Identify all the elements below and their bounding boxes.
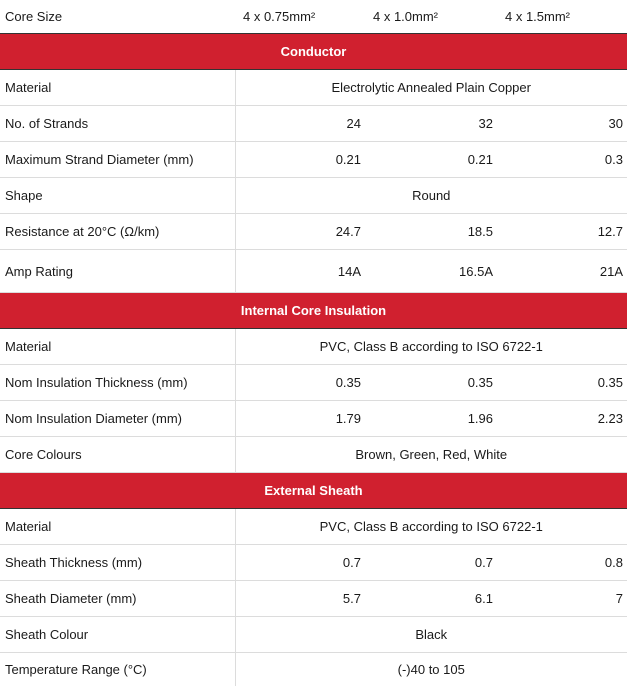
table-row: Temperature Range (°C) (-)40 to 105 — [0, 652, 627, 686]
row-value: PVC, Class B according to ISO 6722-1 — [234, 328, 627, 365]
table-row: Nom Insulation Diameter (mm) 1.79 1.96 2… — [0, 400, 627, 437]
table-row: Material PVC, Class B according to ISO 6… — [0, 508, 627, 545]
cell-value: 32 — [365, 105, 497, 142]
row-label: Core Colours — [0, 436, 235, 473]
cell-value: 0.21 — [365, 141, 497, 178]
table-row: No. of Strands 24 32 30 — [0, 105, 627, 142]
row-value: Round — [234, 177, 627, 214]
table-row: Material Electrolytic Annealed Plain Cop… — [0, 69, 627, 106]
section-sheath: External Sheath — [0, 472, 627, 509]
cell-value: 14A — [234, 249, 365, 293]
cell-value: 7 — [497, 580, 627, 617]
section-title: Conductor — [0, 33, 627, 70]
row-label: Shape — [0, 177, 235, 214]
row-value: Black — [234, 616, 627, 653]
row-value: Brown, Green, Red, White — [234, 436, 627, 473]
table-row: Sheath Colour Black — [0, 616, 627, 653]
cell-value: 16.5A — [365, 249, 497, 293]
cell-value: 0.35 — [234, 364, 365, 401]
table-row: Material PVC, Class B according to ISO 6… — [0, 328, 627, 365]
section-title: External Sheath — [0, 472, 627, 509]
row-value: Electrolytic Annealed Plain Copper — [234, 69, 627, 106]
cell-value: 1.79 — [234, 400, 365, 437]
cell-value: 5.7 — [234, 580, 365, 617]
table-row: Core Colours Brown, Green, Red, White — [0, 436, 627, 473]
row-label: No. of Strands — [0, 105, 235, 142]
cell-value: 0.7 — [234, 544, 365, 581]
section-title: Internal Core Insulation — [0, 292, 627, 329]
cell-value: 1.96 — [365, 400, 497, 437]
cell-value: 12.7 — [497, 213, 627, 250]
table-row: Maximum Strand Diameter (mm) 0.21 0.21 0… — [0, 141, 627, 178]
col-header-2: 4 x 1.0mm² — [365, 0, 497, 34]
cell-value: 24.7 — [234, 213, 365, 250]
table-row: Shape Round — [0, 177, 627, 214]
section-conductor: Conductor — [0, 33, 627, 70]
section-insulation: Internal Core Insulation — [0, 292, 627, 329]
cell-value: 0.35 — [497, 364, 627, 401]
cell-value: 24 — [234, 105, 365, 142]
cell-value: 21A — [497, 249, 627, 293]
row-label: Resistance at 20°C (Ω/km) — [0, 213, 235, 250]
col-header-1: 4 x 0.75mm² — [235, 0, 365, 34]
row-label: Material — [0, 69, 235, 106]
cell-value: 2.23 — [497, 400, 627, 437]
table-row: Resistance at 20°C (Ω/km) 24.7 18.5 12.7 — [0, 213, 627, 250]
table-row: Nom Insulation Thickness (mm) 0.35 0.35 … — [0, 364, 627, 401]
row-label: Nom Insulation Thickness (mm) — [0, 364, 235, 401]
row-label: Amp Rating — [0, 249, 235, 293]
cell-value: 6.1 — [365, 580, 497, 617]
row-label: Material — [0, 508, 235, 545]
cell-value: 0.8 — [497, 544, 627, 581]
row-value: PVC, Class B according to ISO 6722-1 — [234, 508, 627, 545]
core-size-label: Core Size — [0, 0, 235, 34]
row-value: (-)40 to 105 — [234, 652, 627, 686]
row-label: Sheath Colour — [0, 616, 235, 653]
row-label: Material — [0, 328, 235, 365]
table-row: Sheath Diameter (mm) 5.7 6.1 7 — [0, 580, 627, 617]
cell-value: 18.5 — [365, 213, 497, 250]
row-label: Sheath Diameter (mm) — [0, 580, 235, 617]
table-row: Sheath Thickness (mm) 0.7 0.7 0.8 — [0, 544, 627, 581]
cell-value: 0.7 — [365, 544, 497, 581]
header-row: Core Size 4 x 0.75mm² 4 x 1.0mm² 4 x 1.5… — [0, 0, 627, 34]
row-label: Nom Insulation Diameter (mm) — [0, 400, 235, 437]
cell-value: 0.21 — [234, 141, 365, 178]
row-label: Temperature Range (°C) — [5, 662, 147, 677]
cell-value: 0.3 — [497, 141, 627, 178]
row-label: Sheath Thickness (mm) — [0, 544, 235, 581]
row-label: Maximum Strand Diameter (mm) — [0, 141, 235, 178]
table-row: Amp Rating 14A 16.5A 21A — [0, 249, 627, 293]
cell-value: 30 — [497, 105, 627, 142]
col-header-3: 4 x 1.5mm² — [497, 0, 627, 34]
cell-value: 0.35 — [365, 364, 497, 401]
